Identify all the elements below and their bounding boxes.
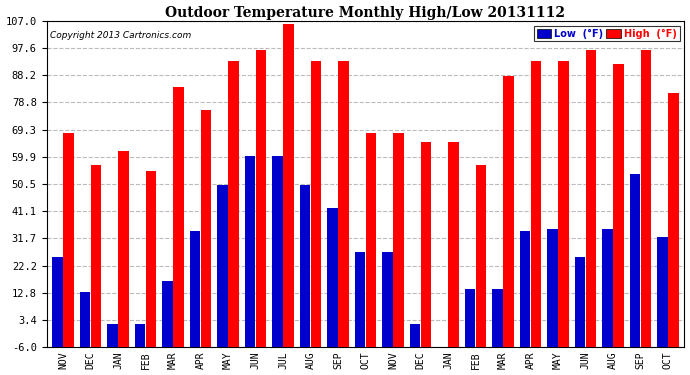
Bar bbox=[575, 258, 585, 347]
Bar bbox=[613, 64, 624, 347]
Bar bbox=[217, 185, 228, 347]
Bar bbox=[366, 134, 376, 347]
Bar bbox=[558, 61, 569, 347]
Bar bbox=[146, 171, 156, 347]
Bar bbox=[393, 134, 404, 347]
Bar bbox=[162, 280, 173, 347]
Bar bbox=[493, 289, 503, 347]
Bar bbox=[410, 324, 420, 347]
Bar bbox=[52, 258, 63, 347]
Bar bbox=[338, 61, 348, 347]
Text: Copyright 2013 Cartronics.com: Copyright 2013 Cartronics.com bbox=[50, 30, 191, 39]
Bar bbox=[520, 231, 531, 347]
Bar bbox=[173, 87, 184, 347]
Bar bbox=[382, 252, 393, 347]
Bar bbox=[283, 24, 293, 347]
Bar bbox=[135, 324, 146, 347]
Bar bbox=[547, 229, 558, 347]
Bar bbox=[658, 237, 668, 347]
Bar bbox=[273, 156, 283, 347]
Bar bbox=[190, 231, 200, 347]
Bar bbox=[108, 324, 118, 347]
Bar bbox=[475, 165, 486, 347]
Bar bbox=[90, 165, 101, 347]
Bar bbox=[300, 185, 310, 347]
Bar bbox=[201, 110, 211, 347]
Bar bbox=[640, 50, 651, 347]
Bar bbox=[465, 289, 475, 347]
Title: Outdoor Temperature Monthly High/Low 20131112: Outdoor Temperature Monthly High/Low 201… bbox=[166, 6, 566, 20]
Bar bbox=[80, 292, 90, 347]
Bar bbox=[255, 50, 266, 347]
Bar bbox=[228, 61, 239, 347]
Bar bbox=[448, 142, 459, 347]
Bar bbox=[531, 61, 541, 347]
Bar bbox=[630, 174, 640, 347]
Bar bbox=[327, 209, 338, 347]
Bar bbox=[586, 50, 596, 347]
Bar bbox=[668, 93, 678, 347]
Bar bbox=[63, 134, 74, 347]
Bar bbox=[421, 142, 431, 347]
Legend: Low  (°F), High  (°F): Low (°F), High (°F) bbox=[534, 26, 680, 42]
Bar bbox=[602, 229, 613, 347]
Bar bbox=[503, 76, 513, 347]
Bar bbox=[245, 156, 255, 347]
Bar bbox=[437, 347, 448, 355]
Bar bbox=[355, 252, 365, 347]
Bar bbox=[118, 151, 128, 347]
Bar bbox=[310, 61, 321, 347]
